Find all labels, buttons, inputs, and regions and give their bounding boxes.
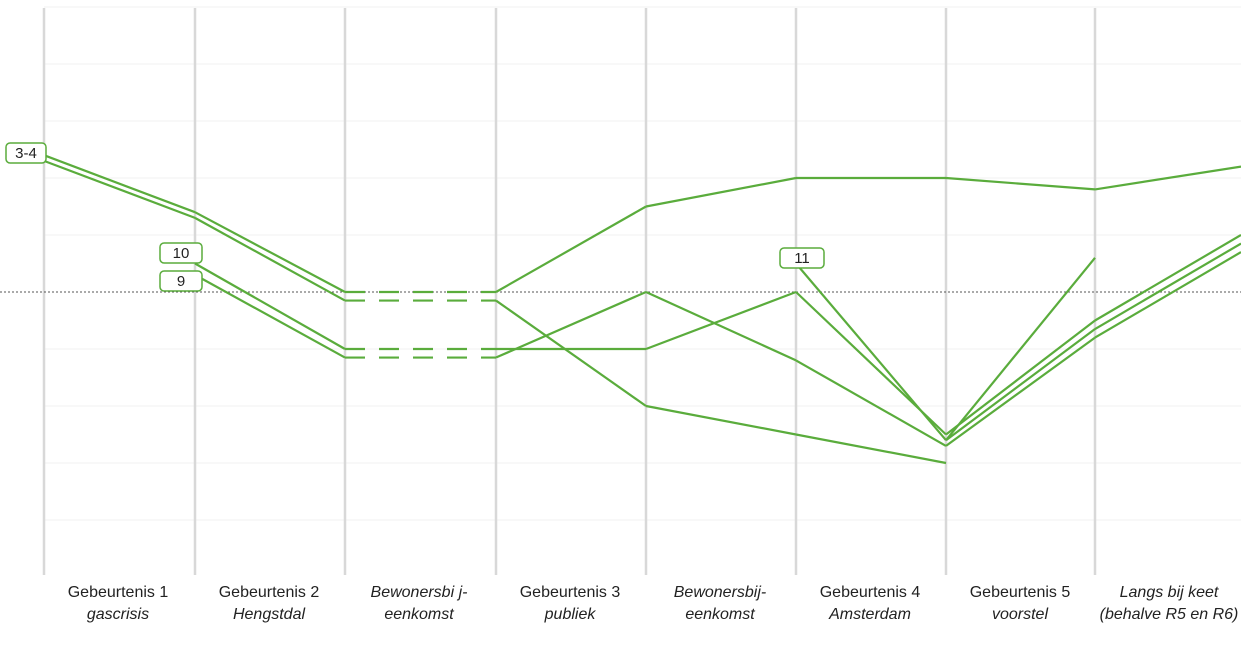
series-label: 11: [779, 247, 825, 269]
grid-lines: [44, 6, 1241, 521]
category-label-sub: Amsterdam: [829, 606, 911, 623]
series-segment: [1094, 234, 1241, 322]
series-line: [194, 251, 1241, 447]
series-segment: [945, 328, 1096, 442]
category-label: Gebeurtenis 1 gascrisis: [45, 582, 191, 626]
series-segment: [795, 262, 947, 441]
series-label-text: 11: [794, 250, 810, 267]
category-label-main: Langs bij keet (behalve R5 en R6): [1099, 584, 1239, 623]
series-line: [43, 159, 947, 465]
category-label-sub: publiek: [544, 606, 596, 623]
series-segment: [43, 154, 196, 214]
series-segment: [194, 262, 346, 350]
category-label: Gebeurtenis 5 voorstel: [947, 582, 1093, 626]
series-segment: [645, 290, 797, 362]
series-label-text: 10: [173, 245, 190, 262]
series-segment: [945, 319, 1096, 436]
series-label-text: 3-4: [15, 145, 37, 162]
series-label-text: 9: [177, 273, 185, 290]
series-label-box: [159, 270, 203, 292]
series-label: 10: [159, 242, 203, 264]
series-label: 9: [159, 270, 203, 292]
category-label-main: Gebeurtenis 5: [969, 584, 1071, 601]
category-label-sub: Hengstdal: [232, 606, 306, 623]
category-label-main: Gebeurtenis 1: [67, 584, 169, 601]
category-label-sub: gascrisis: [86, 606, 150, 623]
series-layer: [43, 154, 1241, 465]
category-label-main: Gebeurtenis 3: [519, 584, 621, 601]
series-segment: [645, 404, 797, 436]
category-label: Gebeurtenis 3 publiek: [497, 582, 643, 626]
series-segment: [645, 176, 797, 208]
series-segment: [645, 290, 797, 351]
series-line: [43, 154, 1241, 294]
series-segment: [1094, 165, 1241, 191]
category-label-sub: voorstel: [991, 606, 1049, 623]
series-segment: [795, 433, 947, 465]
category-label-main: Gebeurtenis 2: [218, 584, 320, 601]
series-segment: [194, 216, 346, 302]
line-chart: 3-4 10 9 11: [0, 6, 1241, 575]
series-segment: [945, 336, 1096, 447]
series-label-layer: 3-4 10 9 11: [5, 142, 825, 292]
series-label-box: [159, 242, 203, 264]
category-label: Gebeurtenis 4 Amsterdam: [797, 582, 943, 626]
series-segment: [1094, 242, 1241, 330]
category-label-main: Gebeurtenis 4: [819, 584, 921, 601]
series-line: [945, 242, 1241, 442]
series-segment: [795, 359, 947, 447]
series-segment: [1094, 251, 1241, 339]
series-label-box: [5, 142, 47, 164]
series-line: [194, 234, 1241, 436]
category-label-main: Bewonersbi j-eenkomst: [370, 584, 468, 623]
series-segment: [194, 211, 346, 293]
category-label: Bewonersbij- eenkomst: [647, 582, 793, 626]
series-line: [795, 257, 1096, 441]
category-label-main: Bewonersbij- eenkomst: [673, 584, 767, 623]
series-segment: [194, 273, 346, 359]
series-segment: [43, 159, 196, 219]
series-segment: [945, 176, 1096, 191]
series-segment: [945, 257, 1096, 441]
category-label: Gebeurtenis 2 Hengstdal: [196, 582, 342, 626]
category-label: Langs bij keet (behalve R5 en R6): [1096, 582, 1241, 626]
series-segment: [495, 299, 647, 407]
series-label: 3-4: [5, 142, 47, 164]
series-segment: [495, 205, 647, 293]
series-label-box: [779, 247, 825, 269]
category-label: Bewonersbi j-eenkomst: [346, 582, 492, 626]
series-segment: [495, 290, 647, 359]
